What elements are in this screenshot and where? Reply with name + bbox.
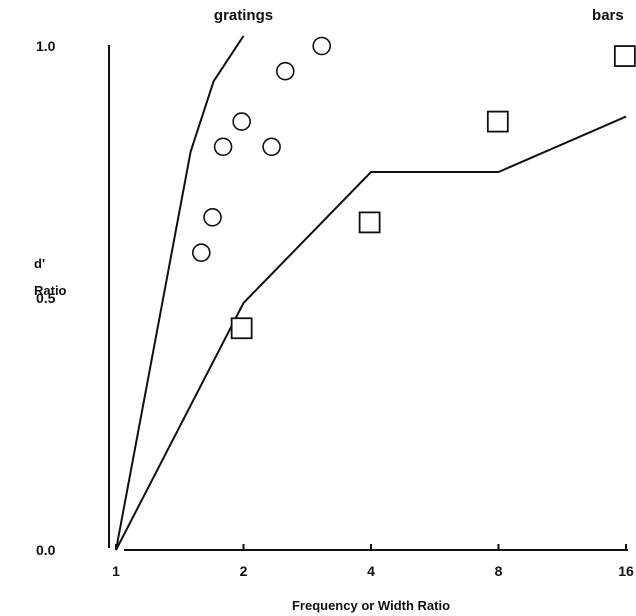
series-markers	[192, 36, 636, 340]
x-axis-title: Frequency or Width Ratio	[292, 598, 450, 613]
x-tick-label: 2	[240, 563, 248, 579]
x-tick-label: 1	[112, 563, 120, 579]
data-point-square	[613, 45, 636, 67]
x-tick-label: 16	[618, 563, 634, 579]
chart-labels: 1 2 4 8 16 0.0 0.5 1.0 Frequency or Width Ratio d…	[34, 7, 634, 613]
series-lines	[115, 35, 627, 551]
data-point-circle	[213, 137, 233, 157]
y-tick-label: 0.5	[36, 290, 56, 306]
series-line-0	[115, 35, 245, 551]
annotation-bars: bars	[592, 7, 624, 24]
data-point-circle	[312, 36, 332, 56]
data-point-circle	[192, 243, 211, 262]
x-tick-label: 4	[367, 563, 375, 579]
axes	[108, 45, 628, 551]
data-point-circle	[203, 208, 222, 227]
annotation-gratings: gratings	[214, 7, 273, 24]
y-tick-label: 1.0	[36, 38, 56, 54]
y-axis-title-line: Ratio	[34, 283, 67, 298]
x-tick-label: 8	[495, 563, 503, 579]
data-point-circle	[275, 61, 295, 81]
y-tick-label: 0.0	[36, 542, 56, 558]
data-point-square	[358, 211, 381, 234]
data-point-square	[486, 110, 509, 133]
data-point-square	[230, 317, 253, 340]
data-point-circle	[262, 137, 281, 157]
data-point-circle	[232, 112, 251, 131]
y-axis-title-line: d'	[34, 256, 45, 271]
series-line-1	[115, 115, 627, 551]
